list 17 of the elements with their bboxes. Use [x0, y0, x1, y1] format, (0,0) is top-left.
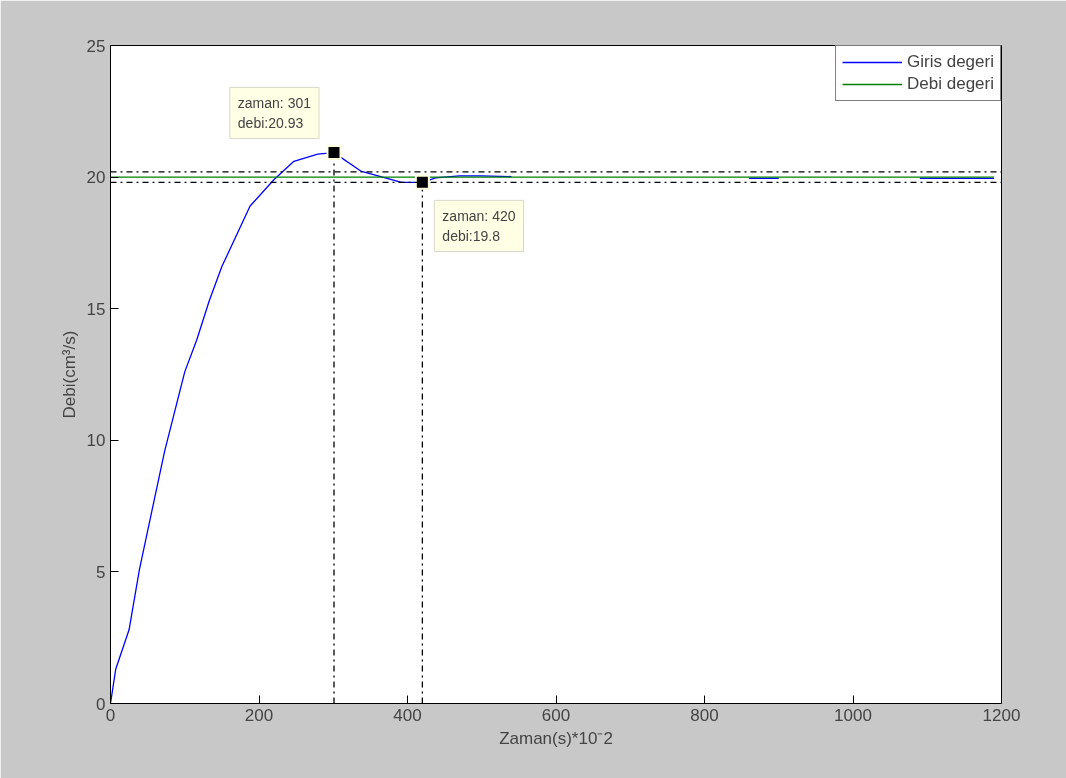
- annotation: zaman: 301 debi:20.93: [237, 95, 312, 131]
- x-tick-label: 200: [244, 705, 274, 725]
- y-axis-title: Debi(cm³/s): [59, 330, 79, 419]
- annotation: zaman: 420 debi:19.8: [442, 208, 516, 244]
- y-tick-label: 5: [96, 562, 106, 582]
- x-tick-label: 600: [541, 705, 571, 725]
- x-tick-label: 1200: [982, 705, 1021, 725]
- x-axis-title: Zaman(s)*10⁻2: [499, 728, 613, 748]
- y-tick-label: 20: [86, 168, 106, 188]
- legend-label: Giris degeri: [907, 52, 994, 72]
- y-tick-label: 15: [86, 299, 106, 319]
- y-tick-label: 10: [86, 431, 106, 451]
- x-tick-label: 1000: [834, 705, 872, 725]
- x-tick-label: 800: [690, 705, 719, 725]
- x-tick-label: 400: [393, 705, 422, 725]
- legend-label: Debi degeri: [907, 74, 994, 94]
- y-tick-label: 25: [86, 36, 106, 56]
